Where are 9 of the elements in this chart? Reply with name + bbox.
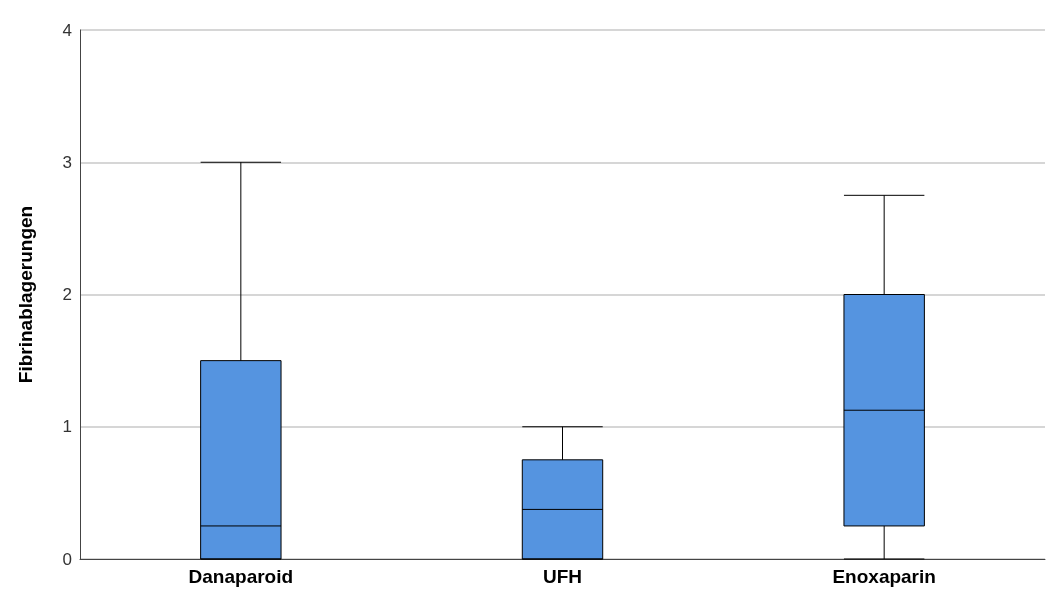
x-tick-label: Enoxaparin [832, 566, 936, 587]
x-tick-label: Danaparoid [188, 566, 294, 587]
y-tick-label: 0 [62, 549, 72, 569]
y-tick-label: 4 [62, 20, 72, 40]
y-axis-title: Fibrinablagerungen [15, 205, 36, 384]
y-tick-label: 1 [62, 417, 72, 437]
y-tick-label: 3 [62, 152, 72, 172]
y-tick-label: 2 [62, 285, 72, 304]
x-tick-label: UFH [542, 566, 583, 587]
